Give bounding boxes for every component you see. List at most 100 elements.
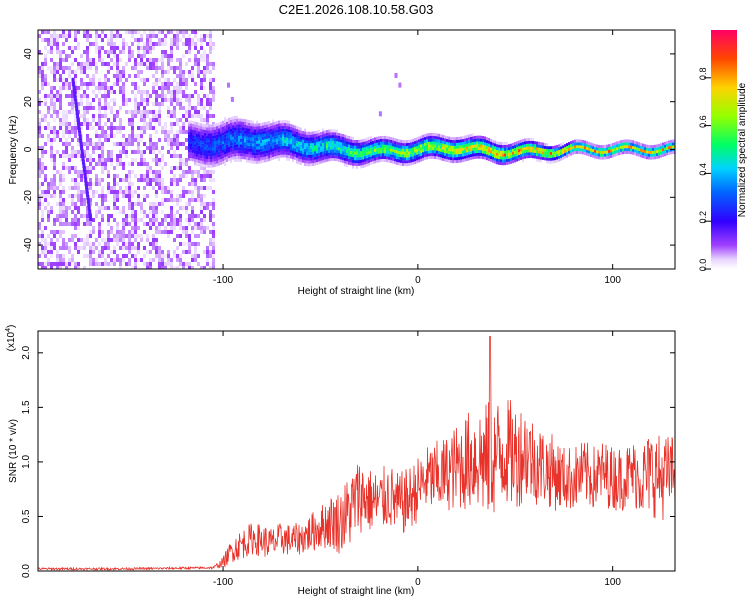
spectrogram-cell [209,98,212,102]
spectrogram-cell [53,242,56,246]
spectrogram-cell [204,139,206,142]
spectrogram-cell [113,42,116,46]
spectrogram-cell [386,159,388,162]
spectrogram-cell [191,258,194,262]
spectrogram-cell [80,194,83,198]
spectrogram-cell [364,153,366,156]
spectrogram-cell [50,246,53,250]
spectrogram-cell [646,148,648,151]
spectrogram-cell [578,139,580,142]
spectrogram-cell [340,159,342,162]
spectrogram-cell [170,46,173,50]
spectrogram-cell [209,214,212,218]
spectrogram-cell [191,42,194,46]
spectrogram-cell [476,144,478,147]
spectrogram-cell [468,137,470,140]
spectrogram-cell [185,262,188,266]
spectrogram-cell [119,70,122,74]
spectrogram-cell [149,122,152,126]
spectrogram-cell [218,157,220,160]
spectrogram-cell [540,157,542,160]
spectrogram-cell [590,148,592,151]
spectrogram-cell [80,78,83,82]
spectrogram-cell [128,54,131,58]
spectrogram-cell [656,150,658,153]
spectrogram-cell [128,74,131,78]
spectrogram-cell [68,166,71,170]
spectrogram-cell [404,146,406,149]
spectrogram-cell [188,146,190,149]
spectrogram-cell [236,116,238,119]
spectrogram-cell [218,151,220,154]
spectrogram-cell [107,150,110,154]
spectrogram-cell [618,152,620,155]
spectrogram-cell [98,242,101,246]
spectrogram-cell [53,134,56,138]
spectrogram-cell [590,143,592,146]
spectrogram-cell [400,157,402,160]
spectrogram-cell [116,206,119,210]
spectrogram-cell [146,222,149,226]
spectrogram-cell [304,134,306,137]
spectrogram-cell [83,202,86,206]
spectrogram-cell [167,62,170,66]
spectrogram-cell [116,182,119,186]
spectrogram-cell [53,182,56,186]
spectrogram-cell [438,157,440,160]
spectrogram-cell [196,139,198,142]
spectrogram-cell [324,134,326,137]
spectrogram-cell [44,242,47,246]
spectrogram-cell [173,198,176,202]
spectrogram-cell [140,34,143,38]
spectrogram-cell [284,140,286,143]
spectrogram-cell [342,151,344,154]
spectrogram-cell [167,98,170,102]
spectrogram-cell [652,145,654,148]
spectrogram-cell [116,190,119,194]
snr-scale-base: (x10 [6,331,17,351]
spectrogram-cell [300,156,302,159]
colorbar-label: Normalized spectral amplitude [737,82,748,217]
spectrogram-cell [336,147,338,150]
spectrogram-cell [379,111,382,116]
spectrogram-cell [71,178,74,182]
spectrogram-cell [346,147,348,150]
spectrogram-cell [616,147,618,150]
spectrogram-cell [276,153,278,156]
spectrogram-cell [77,42,80,46]
spectrogram-cell [164,126,167,130]
spectrogram-cell [194,214,197,218]
spectrogram-cell [256,132,258,135]
spectrogram-cell [658,153,660,156]
spectrogram-cell [152,202,155,206]
spectrogram-cell [41,30,44,34]
spectrogram-cell [110,46,113,50]
spectrogram-cell [452,143,454,146]
spectrogram-cell [113,238,116,242]
spectrogram-cell [496,156,498,159]
spectrogram-cell [310,132,312,135]
spectrogram-cell [143,90,146,94]
spectrogram-cell [152,86,155,90]
spectrogram-cell [226,150,228,153]
spectrogram-cell [478,141,480,144]
spectrogram-cell [155,90,158,94]
spectrogram-cell [143,30,146,34]
spectrogram-cell [113,166,116,170]
spectrogram-cell [510,152,512,155]
spectrogram-cell [179,166,182,170]
spectrogram-cell [41,66,44,70]
spectrogram-cell [254,158,256,161]
spectrogram-cell [336,141,338,144]
spectrogram-cell [640,149,642,152]
spectrogram-cell [592,149,594,152]
spectrogram-cell [326,142,328,145]
spectrogram-cell [534,144,536,147]
spectrogram-cell [203,70,206,74]
spectrogram-cell [480,136,482,139]
spectrogram-cell [50,102,53,106]
spectrogram-cell [194,133,196,136]
spectrogram-cell [380,142,382,145]
spectrogram-cell [382,156,384,159]
spectrogram-cell [366,138,368,141]
